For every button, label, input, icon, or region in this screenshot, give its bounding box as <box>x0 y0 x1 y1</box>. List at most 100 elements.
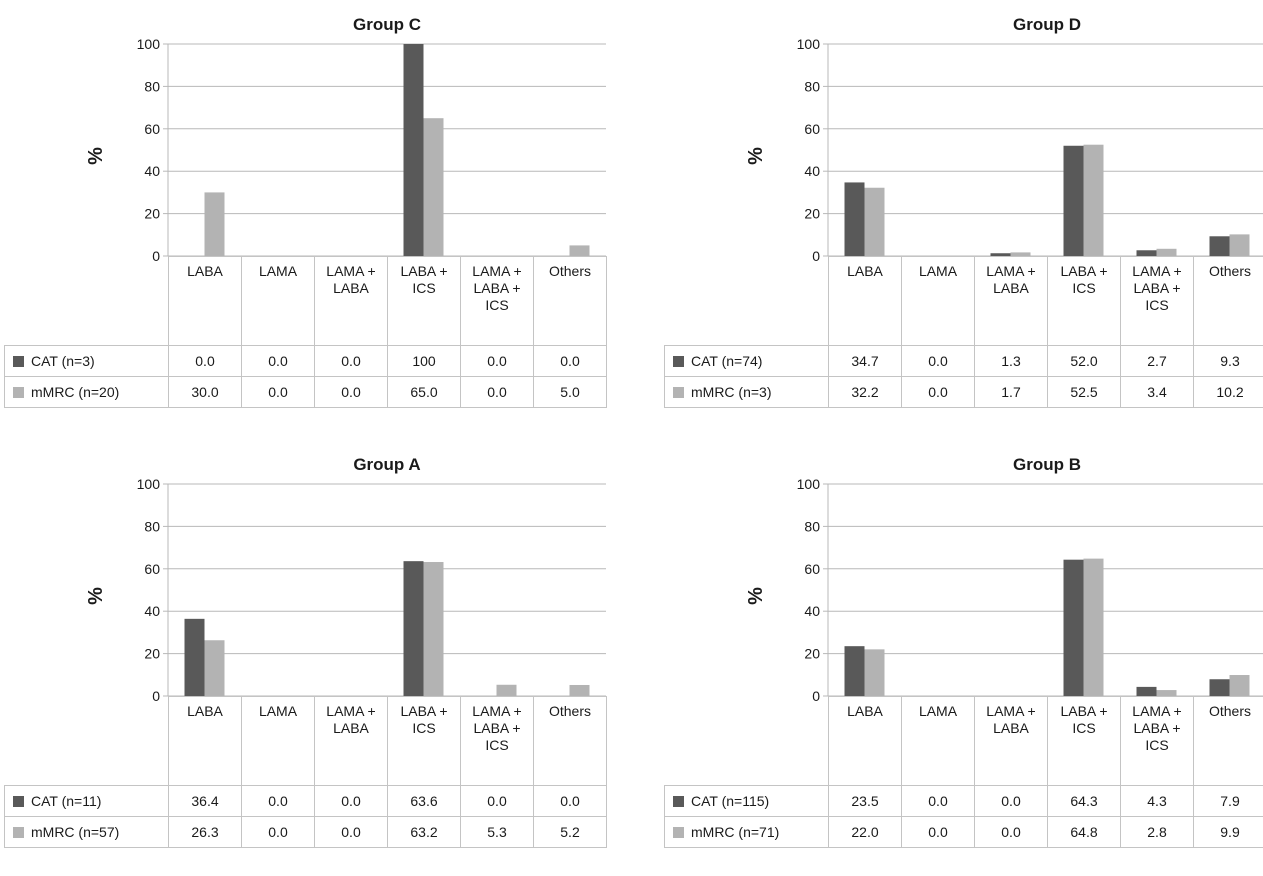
series-name: CAT (n=74) <box>691 353 763 369</box>
legend-swatch <box>673 387 684 398</box>
category-label: LABA <box>828 696 902 786</box>
chart-title: Group D <box>1013 15 1081 34</box>
series-row-cat: CAT (n=74) 34.7 0.0 1.3 52.0 2.7 9.3 <box>664 345 1263 377</box>
category-label: Others <box>533 256 607 346</box>
bar-mmrc <box>569 684 590 696</box>
data-label: 52.5 <box>1047 376 1121 408</box>
chart-title: Group A <box>353 455 420 474</box>
y-tick-label: 20 <box>804 646 820 662</box>
legend-entry: mMRC (n=57) <box>4 816 169 848</box>
data-label: 9.3 <box>1193 345 1263 377</box>
category-label: LAMA + LABA <box>974 696 1048 786</box>
category-label: LAMA <box>901 256 975 346</box>
category-label: LAMA <box>241 256 315 346</box>
data-label: 0.0 <box>901 816 975 848</box>
category-label: Others <box>1193 256 1263 346</box>
data-label: 5.0 <box>533 376 607 408</box>
series-row-mmrc: mMRC (n=3) 32.2 0.0 1.7 52.5 3.4 10.2 <box>664 376 1263 408</box>
data-label: 0.0 <box>460 785 534 817</box>
category-row: LABA LAMA LAMA + LABA LABA + ICS LAMA + LABA + I… <box>4 696 607 786</box>
y-tick-label: 60 <box>144 121 160 137</box>
bar-mmrc <box>1229 234 1250 256</box>
table-corner <box>664 256 829 346</box>
series-row-mmrc: mMRC (n=57) 26.3 0.0 0.0 63.2 5.3 5.2 <box>4 816 607 848</box>
y-tick-label: 80 <box>804 518 820 534</box>
data-label: 0.0 <box>901 785 975 817</box>
data-label: 26.3 <box>168 816 242 848</box>
bar-mmrc <box>1010 252 1031 256</box>
table-corner <box>4 696 169 786</box>
category-label: LABA <box>168 696 242 786</box>
bar-mmrc <box>423 118 444 256</box>
y-tick-label: 80 <box>144 78 160 94</box>
data-label: 2.7 <box>1120 345 1194 377</box>
data-table: LABA LAMA LAMA + LABA LABA + ICS LAMA + LABA + I… <box>4 696 607 848</box>
y-tick-label: 20 <box>144 646 160 662</box>
data-label: 52.0 <box>1047 345 1121 377</box>
y-axis-label: % <box>745 147 767 165</box>
series-name: CAT (n=11) <box>31 793 102 809</box>
data-label: 0.0 <box>901 376 975 408</box>
data-label: 34.7 <box>828 345 902 377</box>
legend-swatch <box>13 356 24 367</box>
y-tick-label: 60 <box>804 561 820 577</box>
legend-entry: mMRC (n=3) <box>664 376 829 408</box>
y-tick-label: 20 <box>804 206 820 222</box>
bar-cat <box>403 561 424 696</box>
y-axis-label: % <box>85 147 107 165</box>
chart-plot: Group D% 0 20 40 60 80 100 <box>745 15 1263 264</box>
data-label: 1.7 <box>974 376 1048 408</box>
category-label: LABA <box>168 256 242 346</box>
data-label: 0.0 <box>241 376 315 408</box>
data-label: 36.4 <box>168 785 242 817</box>
category-label: LABA + ICS <box>387 256 461 346</box>
data-label: 0.0 <box>533 785 607 817</box>
data-label: 0.0 <box>168 345 242 377</box>
data-label: 1.3 <box>974 345 1048 377</box>
category-label: LAMA + LABA + ICS <box>1120 696 1194 786</box>
chart-group-b: Group B% 0 20 40 60 80 100 LABA LAMA LAMA + LABA LA… <box>662 448 1263 868</box>
legend-entry: CAT (n=11) <box>4 785 169 817</box>
legend-swatch <box>673 356 684 367</box>
category-label: LAMA + LABA + ICS <box>460 256 534 346</box>
data-table: LABA LAMA LAMA + LABA LABA + ICS LAMA + LABA + I… <box>664 696 1263 848</box>
data-label: 0.0 <box>241 785 315 817</box>
legend-swatch <box>13 796 24 807</box>
bar-cat <box>990 253 1011 256</box>
bar-mmrc <box>204 640 225 696</box>
bar-cat <box>1136 686 1157 696</box>
bar-mmrc <box>1083 558 1104 696</box>
bar-mmrc <box>1229 675 1250 696</box>
series-name: mMRC (n=71) <box>691 824 780 840</box>
series-name: CAT (n=115) <box>691 793 770 809</box>
category-label: LAMA + LABA <box>974 256 1048 346</box>
legend-entry: CAT (n=115) <box>664 785 829 817</box>
data-label: 0.0 <box>901 345 975 377</box>
data-label: 0.0 <box>314 785 388 817</box>
series-row-mmrc: mMRC (n=20) 30.0 0.0 0.0 65.0 0.0 5.0 <box>4 376 607 408</box>
y-tick-label: 0 <box>812 688 820 704</box>
data-label: 5.2 <box>533 816 607 848</box>
data-label: 63.2 <box>387 816 461 848</box>
chart-group-a: Group A% 0 20 40 60 80 100 LABA LAMA LAMA + LABA LA… <box>2 448 622 868</box>
y-tick-label: 80 <box>804 78 820 94</box>
data-label: 64.3 <box>1047 785 1121 817</box>
bar-mmrc <box>864 187 885 256</box>
data-label: 4.3 <box>1120 785 1194 817</box>
category-label: LAMA <box>241 696 315 786</box>
series-name: mMRC (n=3) <box>691 384 772 400</box>
data-label: 3.4 <box>1120 376 1194 408</box>
data-label: 100 <box>387 345 461 377</box>
table-corner <box>4 256 169 346</box>
data-label: 0.0 <box>533 345 607 377</box>
bar-cat <box>1209 236 1230 256</box>
bar-cat <box>1209 679 1230 696</box>
y-tick-label: 0 <box>152 688 160 704</box>
table-corner <box>664 696 829 786</box>
category-row: LABA LAMA LAMA + LABA LABA + ICS LAMA + LABA + I… <box>664 256 1263 346</box>
chart-title: Group C <box>353 15 421 34</box>
data-label: 23.5 <box>828 785 902 817</box>
data-label: 0.0 <box>241 345 315 377</box>
category-label: LABA <box>828 256 902 346</box>
legend-entry: CAT (n=74) <box>664 345 829 377</box>
